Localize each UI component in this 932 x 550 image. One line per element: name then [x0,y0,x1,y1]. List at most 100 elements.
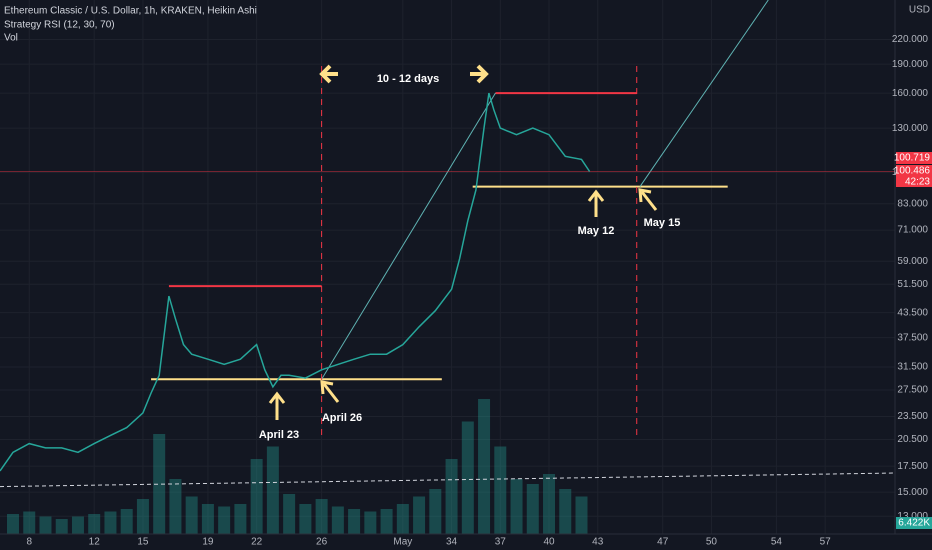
volume-bar [283,494,296,534]
price-tag: 100.719 [894,153,931,164]
countdown: 42:23 [905,177,930,188]
annotation: 10 - 12 days [377,73,439,85]
volume-bar [299,504,312,534]
volume-bar [39,516,52,534]
y-tick-label: 71.000 [897,225,928,236]
volume-bar [136,499,149,534]
volume-bar [364,511,377,534]
volume-bar [234,504,247,534]
volume-bar [396,504,409,534]
volume-bar [185,496,198,534]
y-tick-label: 17.500 [897,461,928,472]
x-tick-label: 37 [495,537,507,548]
volume-bar [413,496,426,534]
volume-bar [104,511,117,534]
y-tick-label: 43.500 [897,307,928,318]
trend-line [321,92,496,380]
arrow-up [638,188,658,211]
volume-bar [543,474,556,534]
volume-bar [331,506,344,534]
y-tick-label: 15.000 [897,487,928,498]
annotation: May 12 [578,225,615,237]
annotation: April 23 [259,429,299,441]
x-tick-label: 40 [543,537,555,548]
y-tick-label: 31.500 [897,362,928,373]
currency-label[interactable]: USD [909,5,930,16]
volume-bar [6,514,19,534]
volume-bar [380,509,393,534]
x-tick-label: 22 [251,537,263,548]
price-tag-bg [896,152,932,164]
volume-layer [6,399,588,534]
volume-bar [250,459,263,534]
x-tick-label: May [393,537,412,548]
volume-bar [120,509,133,534]
volume-bar [494,446,507,534]
chart-title: Ethereum Classic / U.S. Dollar, 1h, KRAK… [4,6,257,17]
arrow-up [268,391,286,420]
volume-bar [575,496,588,534]
volume-bar [478,399,491,534]
x-tick-label: 19 [202,537,214,548]
price-tag-bg [896,165,932,187]
x-tick-label: 54 [771,537,783,548]
y-tick-label: 130.000 [892,123,929,134]
x-tick-label: 8 [26,537,32,548]
volume-bar [266,446,279,534]
x-tick-label: 12 [89,537,101,548]
y-tick-label: 59.000 [897,256,928,267]
volume-bar [510,479,523,534]
volume-bar [55,519,68,534]
y-tick-label: 51.500 [897,279,928,290]
arrow-up [587,189,605,217]
drawings [0,0,896,488]
y-tick-label: 37.500 [897,332,928,343]
volume-bar [348,509,361,534]
trend-line [639,0,769,187]
volume-tag-bg [896,517,932,529]
y-tick-label: 27.500 [897,385,928,396]
x-tick-label: 15 [137,537,149,548]
y-tick-label: 160.000 [892,88,929,99]
arrow-left [319,64,338,84]
volume-bar [71,516,84,534]
arrow-up [320,380,340,403]
volume-bar [526,484,539,534]
y-tick-label: 23.500 [897,411,928,422]
grid [0,0,895,534]
y-tick-label: 83.000 [897,198,928,209]
x-tick-label: 50 [706,537,718,548]
volume-tag: 6.422K [898,518,930,529]
annotation: April 26 [322,412,362,424]
volume-bar [218,506,231,534]
price-tag: 100.486 [894,166,931,177]
volume-bar [88,514,101,534]
volume-bar [153,434,166,534]
volume-bar [315,499,328,534]
x-tick-label: 34 [446,537,458,548]
volume-bar [23,511,36,534]
indicator-label: Strategy RSI (12, 30, 70) [4,20,115,31]
y-tick-label: 20.500 [897,434,928,445]
dashed-line [0,472,896,488]
price-layer [0,92,591,472]
volume-bar [429,489,442,534]
volume-bar [445,459,458,534]
x-tick-label: 57 [820,537,832,548]
axes: 13.000 15.000 17.500 20.500 23.500 27.500 31.5… [26,34,928,548]
volume-bar [169,479,182,534]
volume-bar [201,504,214,534]
x-tick-label: 47 [657,537,669,548]
y-tick-label: 190.000 [892,59,929,70]
price-line [0,92,591,472]
volume-bar [559,489,572,534]
volume-bar [461,421,474,534]
annotation: May 15 [644,217,681,229]
indicator-label: Vol [4,33,18,44]
arrow-right [470,64,489,84]
y-tick-label: 220.000 [892,34,929,45]
x-tick-label: 26 [316,537,328,548]
y-tick-label: 13.000 [897,511,928,522]
